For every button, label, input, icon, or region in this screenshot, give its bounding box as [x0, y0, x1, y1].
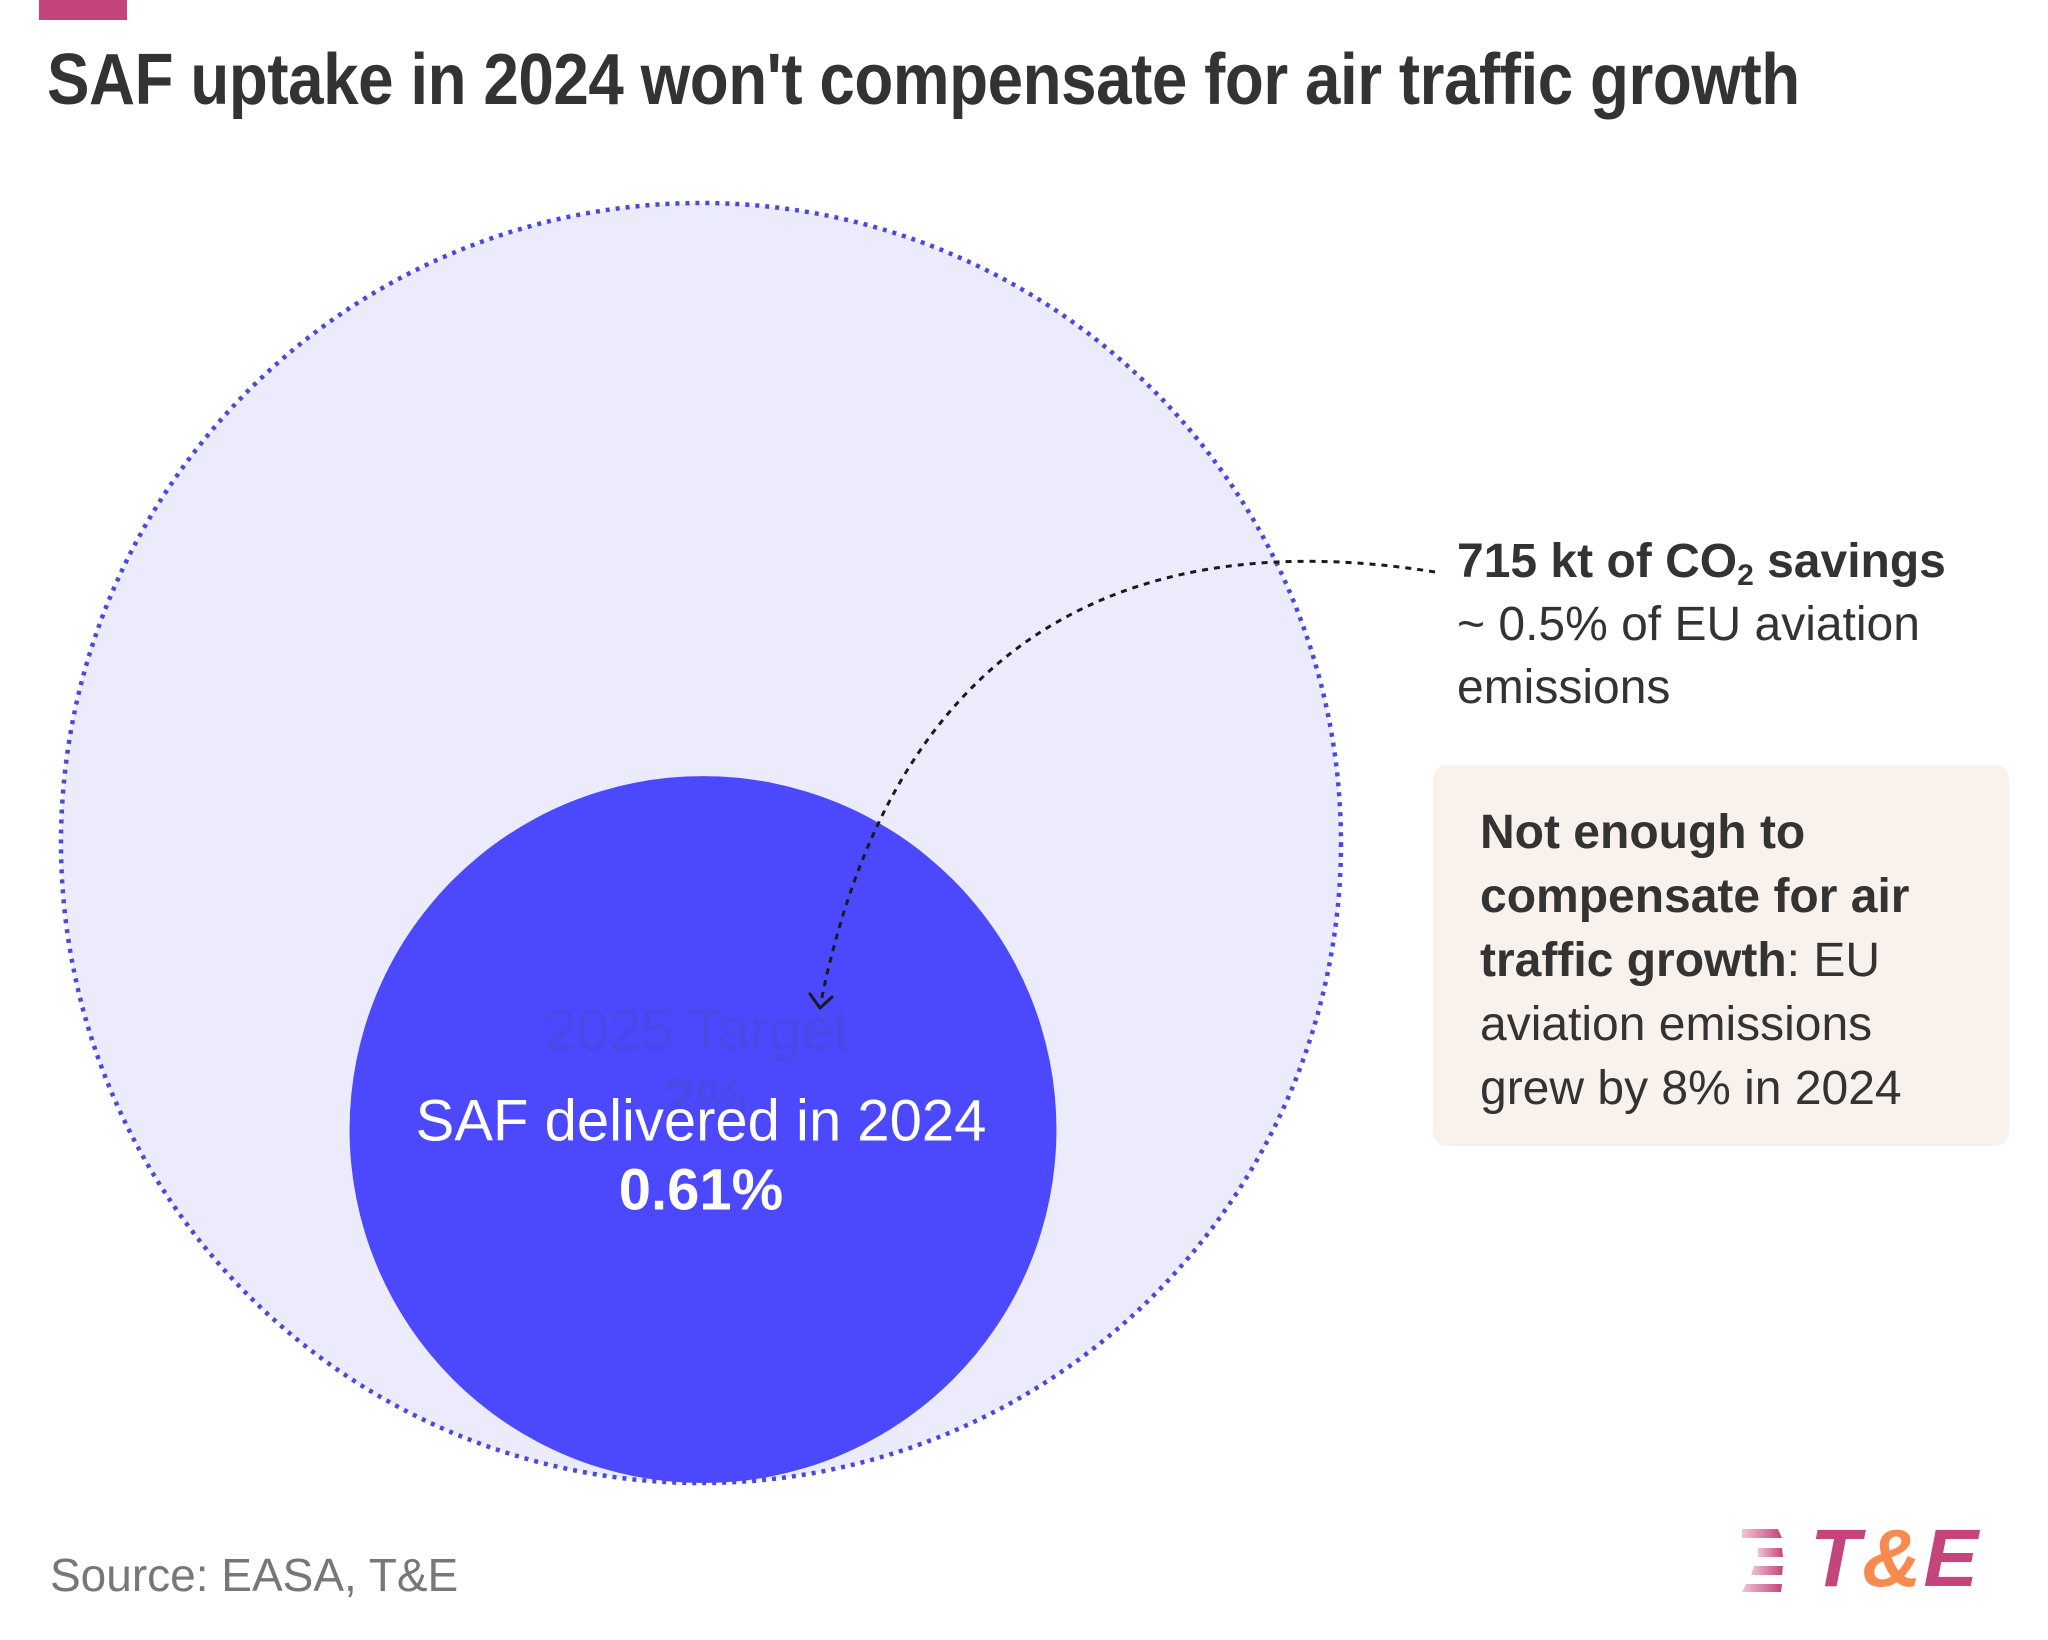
- conclusion-bold-3: traffic growth: [1480, 934, 1787, 987]
- source-note: Source: EASA, T&E: [50, 1549, 459, 1601]
- target-label: 2025 Target: [544, 998, 849, 1063]
- conclusion-line-2: compensate for air: [1480, 865, 1979, 929]
- co2-headline-text: 715 kt of CO: [1457, 535, 1738, 588]
- conclusion-text-3: : EU: [1786, 934, 1881, 987]
- conclusion-line-3: traffic growth: EU: [1480, 929, 1979, 993]
- conclusion-line-5: grew by 8% in 2024: [1480, 1062, 1902, 1115]
- logo-letter-e: E: [1923, 1513, 1981, 1604]
- logo-ampersand: &: [1862, 1513, 1924, 1604]
- co2-subscript: 2: [1737, 559, 1754, 592]
- chart-title: SAF uptake in 2024 won't compensate for …: [47, 40, 1800, 120]
- delivered-circle: [349, 776, 1057, 1483]
- conclusion-bold-1: Not enough to: [1480, 806, 1806, 859]
- delivered-value-label: 0.61%: [619, 1158, 783, 1223]
- accent-bar: [39, 0, 127, 20]
- co2-savings-headline: 715 kt of CO2 savings: [1457, 530, 2017, 593]
- logo-wordmark: T&E: [1810, 1518, 1980, 1600]
- co2-share-line: ~ 0.5% of EU aviation: [1457, 598, 1920, 651]
- conclusion-box: Not enough to compensate for air traffic…: [1433, 765, 2009, 1146]
- co2-headline-suffix: savings: [1753, 535, 1946, 588]
- target-value-label: 2%: [663, 1067, 747, 1132]
- te-logo: T&E: [1740, 1518, 1985, 1600]
- conclusion-line-1: Not enough to: [1480, 801, 1979, 865]
- logo-stripes-icon: [1742, 1529, 1783, 1592]
- logo-letter-t: T: [1810, 1513, 1863, 1604]
- annotation-arrowhead-icon: [808, 992, 834, 1010]
- co2-share-line-2: emissions: [1457, 661, 1671, 714]
- co2-savings-annotation: 715 kt of CO2 savings ~ 0.5% of EU aviat…: [1457, 530, 2017, 719]
- conclusion-line-4: aviation emissions: [1480, 998, 1873, 1051]
- conclusion-bold-2: compensate for air: [1480, 870, 1910, 923]
- delivered-label: SAF delivered in 2024: [416, 1089, 987, 1154]
